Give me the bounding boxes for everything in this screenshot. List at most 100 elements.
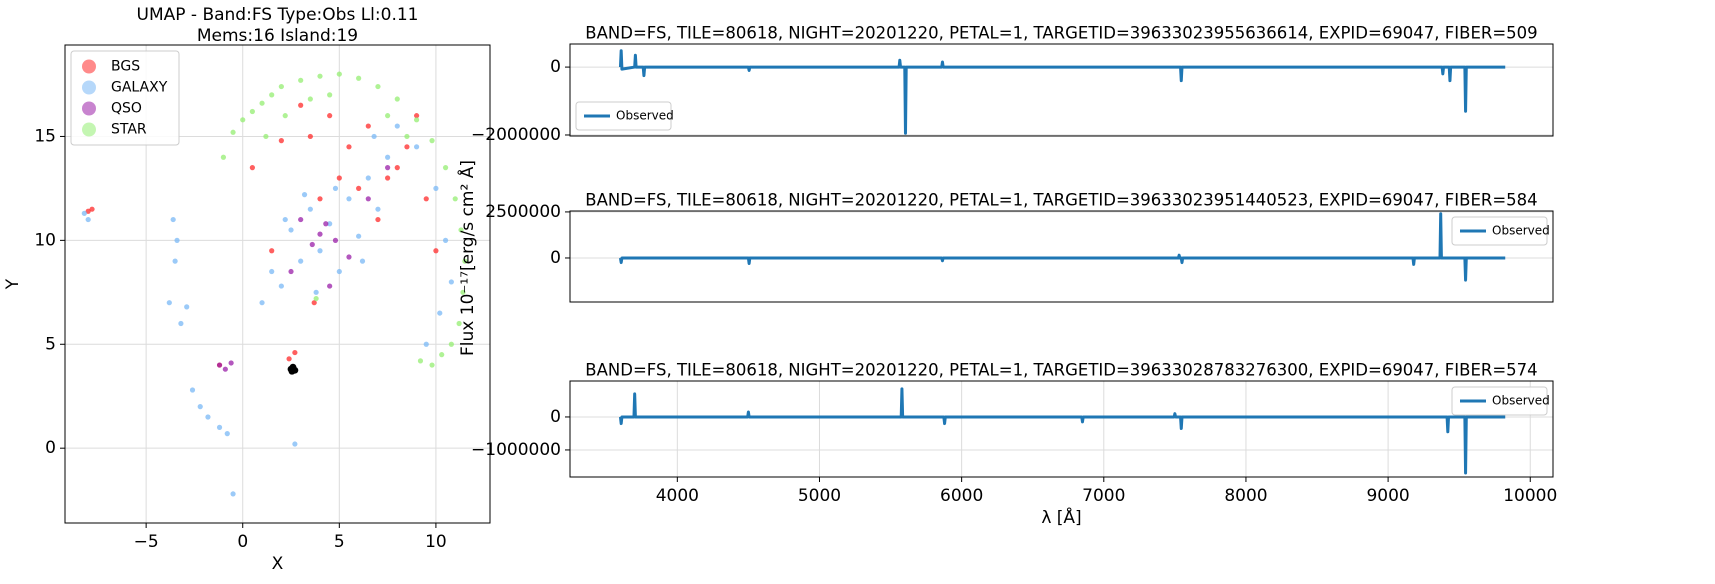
legend-label: QSO xyxy=(111,101,142,117)
point xyxy=(458,227,464,233)
point xyxy=(288,227,294,233)
point xyxy=(224,431,230,437)
point xyxy=(216,362,223,368)
point xyxy=(278,283,284,289)
point xyxy=(404,133,410,140)
spectrum-line xyxy=(618,387,1506,475)
point xyxy=(327,92,333,98)
chart-subtitle: Mems:16 Island:19 xyxy=(197,26,358,46)
point xyxy=(309,241,315,248)
point xyxy=(170,216,176,223)
point xyxy=(240,117,246,123)
point xyxy=(356,233,362,239)
point xyxy=(259,100,265,106)
legend-marker xyxy=(82,80,96,95)
axes: 0 2500000 BAND=FS, TILE=80618, NIGHT=20201… xyxy=(456,160,1554,356)
plot-area xyxy=(618,387,1506,475)
chart-title: UMAP - Band:FS Type:Obs Ll:0.11 xyxy=(137,5,419,25)
point xyxy=(385,165,391,171)
plot-area xyxy=(81,71,468,497)
point xyxy=(371,133,377,140)
point xyxy=(433,248,439,254)
y-tick-label: 0 xyxy=(550,248,561,268)
point xyxy=(336,175,342,181)
legend-box xyxy=(70,50,180,146)
point xyxy=(298,102,304,108)
legend-box xyxy=(1451,386,1548,416)
point xyxy=(317,248,323,254)
x-tick-label: 6000 xyxy=(940,486,983,506)
point xyxy=(423,341,429,347)
point xyxy=(394,123,400,129)
axes-frame xyxy=(569,210,1554,303)
point xyxy=(365,123,371,129)
point xyxy=(394,96,400,102)
point xyxy=(85,208,91,214)
y-tick-label: 0 xyxy=(550,407,561,427)
point xyxy=(286,356,292,362)
point xyxy=(311,300,317,306)
point xyxy=(197,404,203,410)
axes: 4000 5000 6000 7000 8000 9000 10000 0 −1000000 BA… xyxy=(471,361,1557,529)
point xyxy=(278,138,284,144)
y-tick-label: −1000000 xyxy=(471,440,561,460)
y-tick-label: −2000000 xyxy=(471,125,561,145)
point xyxy=(263,133,269,140)
point xyxy=(172,258,178,264)
point xyxy=(230,129,236,135)
x-tick-label: −5 xyxy=(134,532,159,552)
axes: −5 0 5 10 0 5 10 15 UMAP - Band:FS Type:Obs Ll:0… xyxy=(3,5,491,574)
y-tick-label: 15 xyxy=(34,126,56,146)
plot-area xyxy=(618,212,1506,282)
legend-box xyxy=(575,101,672,131)
point xyxy=(356,185,362,191)
axes-frame xyxy=(569,43,1554,137)
point xyxy=(220,154,227,160)
point xyxy=(222,366,228,372)
point xyxy=(429,362,435,368)
chart-title: BAND=FS, TILE=80618, NIGHT=20201220, PET… xyxy=(585,191,1537,210)
x-tick-label: 4000 xyxy=(656,486,699,506)
point xyxy=(301,192,308,198)
point xyxy=(189,387,196,393)
point xyxy=(288,367,296,375)
point xyxy=(307,96,313,102)
point xyxy=(298,258,304,264)
point xyxy=(292,441,298,447)
point xyxy=(184,304,190,310)
point xyxy=(269,92,275,98)
point xyxy=(298,216,304,223)
axes-frame xyxy=(569,380,1554,478)
x-tick-label: 8000 xyxy=(1224,486,1267,506)
point xyxy=(230,491,236,497)
point xyxy=(448,341,454,347)
y-tick-label: 5 xyxy=(45,334,56,354)
point xyxy=(307,133,313,140)
point xyxy=(269,248,275,254)
point xyxy=(423,196,429,202)
point xyxy=(89,206,95,212)
y-axis-label: Y xyxy=(3,278,23,290)
point xyxy=(462,258,468,264)
point xyxy=(336,268,342,275)
point xyxy=(439,352,445,358)
legend-box xyxy=(1451,216,1548,246)
point xyxy=(359,258,366,264)
x-tick-label: 5 xyxy=(334,532,345,552)
axes: 0 −2000000 BAND=FS, TILE=80618, NIGHT=2020… xyxy=(471,24,1554,145)
point xyxy=(205,414,211,420)
legend-label: Observed xyxy=(1492,394,1550,408)
point xyxy=(433,185,439,191)
point xyxy=(249,108,255,115)
point xyxy=(442,165,449,171)
point xyxy=(307,206,313,212)
point xyxy=(417,358,424,364)
x-tick-label: 0 xyxy=(237,532,248,552)
legend-label: STAR xyxy=(111,122,147,138)
point xyxy=(85,216,91,223)
point xyxy=(81,210,87,216)
legend-label: BGS xyxy=(111,59,140,75)
point xyxy=(442,237,449,243)
point xyxy=(317,196,323,202)
